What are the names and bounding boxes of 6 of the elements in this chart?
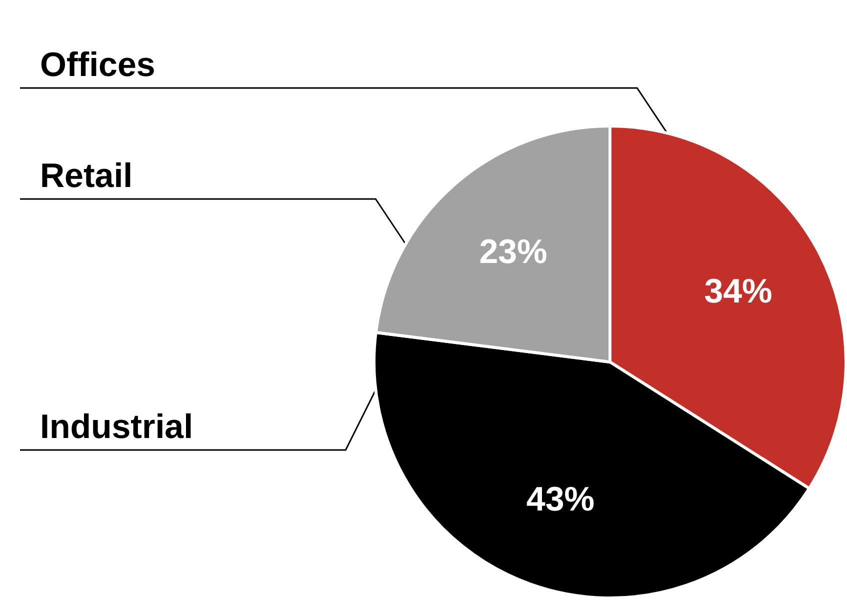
slice-label: Industrial xyxy=(40,408,194,446)
data-label: 43% xyxy=(526,480,594,519)
data-label: 34% xyxy=(704,272,772,311)
slice-label: Retail xyxy=(40,157,133,195)
data-label: 23% xyxy=(479,233,548,272)
slice-label: Offices xyxy=(40,46,156,84)
